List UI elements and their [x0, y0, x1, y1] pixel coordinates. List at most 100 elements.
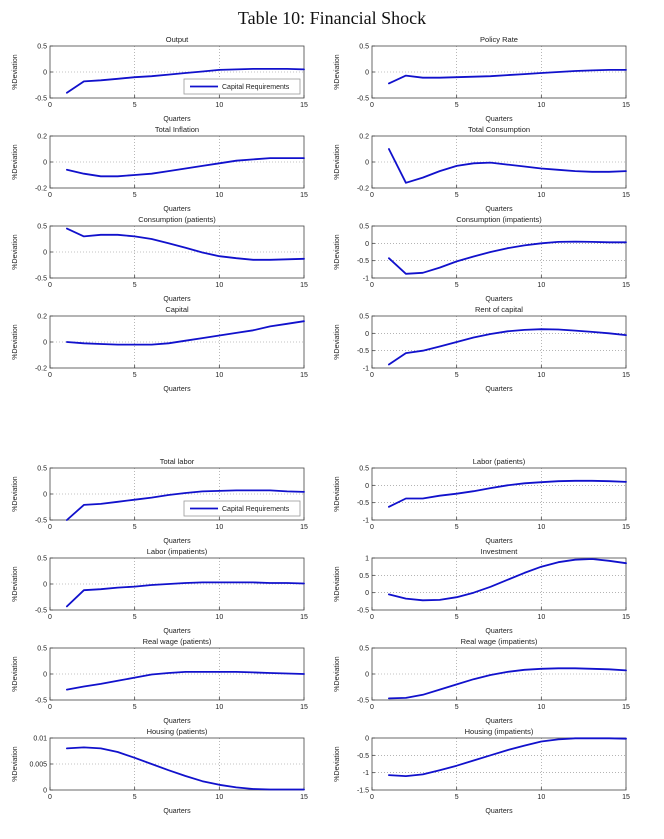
y-tick-label: 0.005	[29, 762, 47, 769]
chart-total-consumption: Total Consumption 0 5 10 15 0.2 0 -0.2 Quarters%…	[332, 124, 654, 214]
chart-title: Consumption (impatients)	[456, 215, 542, 224]
y-axis-label: %Deviation	[334, 54, 341, 90]
y-tick-label: 0	[365, 331, 369, 338]
data-line-housing-patients	[66, 746, 305, 791]
y-tick-label: -1.5	[357, 788, 369, 795]
chart-total-labor: Total labor 0 5 10 15 0.5 0 -0.5 Quarters %Deviat…	[10, 456, 332, 546]
chart-capital: Capital 0 5 10 15 0.2 0 -0.2 Quarters %Deviation	[10, 304, 332, 394]
chart-title: Capital	[165, 305, 189, 314]
data-line-investment	[388, 558, 627, 602]
data-line-real-wage-impatients	[388, 667, 627, 700]
x-tick-label: 0	[48, 794, 52, 801]
x-tick-label: 15	[622, 524, 630, 531]
y-axis-label: %Deviation	[334, 234, 341, 270]
x-axis-label: Quarters	[485, 296, 513, 303]
chart-title: Investment	[481, 547, 519, 556]
chart-consumption-patients: Consumption (patients) 0 5 10 15 0.5 0 -0.5 Quar…	[10, 214, 332, 304]
x-tick-label: 5	[133, 614, 137, 621]
x-tick-label: 15	[300, 282, 308, 289]
chart-canvas-consumption-patients: Consumption (patients)0 5 10 150.50-0.5Quar…	[12, 215, 308, 303]
legend-label: Capital Requirements	[222, 84, 290, 91]
chart-grid-top: Output 0 5 10 15 0.5 0 -0.5 Quarters %Deviation Ca…	[0, 34, 664, 394]
chart-canvas-real-wage-impatients: Real wage (impatients)0 5 10 150.50-0.5Quar…	[334, 637, 630, 725]
y-tick-label: 0.5	[359, 314, 369, 321]
y-axis-label: %Deviation	[12, 144, 19, 180]
y-tick-label: 0.5	[37, 466, 47, 473]
y-tick-label: 0	[43, 582, 47, 589]
x-tick-label: 0	[370, 794, 374, 801]
x-axis-label: Quarters	[163, 116, 191, 123]
data-line-housing-impatients	[388, 737, 627, 777]
x-tick-label: 0	[370, 704, 374, 711]
y-axis-label: %Deviation	[334, 144, 341, 180]
y-tick-label: -1	[363, 518, 369, 525]
y-tick-label: 1	[365, 556, 369, 563]
x-axis-label: Quarters	[163, 206, 191, 213]
x-tick-label: 15	[622, 192, 630, 199]
axis-box	[371, 315, 627, 369]
chart-canvas-labor-patients: Labor (patients) 0 5 10 15 0.5 0 -0.5 -1 Quarters…	[334, 457, 630, 545]
y-axis-label: %Deviation	[12, 234, 19, 270]
y-tick-label: 0	[365, 160, 369, 167]
data-line-total-consumption	[388, 148, 627, 184]
x-axis-label: Quarters	[485, 386, 513, 393]
x-tick-label: 10	[537, 704, 545, 711]
chart-title: Policy Rate	[480, 35, 518, 44]
y-tick-label: 0	[365, 672, 369, 679]
x-tick-label: 5	[455, 794, 459, 801]
y-tick-label: 0.5	[359, 466, 369, 473]
y-tick-label: 0.5	[359, 44, 369, 51]
x-axis-label: Quarters	[485, 206, 513, 213]
x-tick-label: 0	[370, 192, 374, 199]
chart-canvas-consumption-impatients: Consumption (impatients) 0 5 10 15 0.5 0 -0.5 -1…	[334, 215, 630, 303]
data-line-consumption-patients	[66, 227, 305, 261]
y-tick-label: -0.2	[35, 186, 47, 193]
x-tick-label: 15	[300, 372, 308, 379]
x-tick-label: 0	[370, 282, 374, 289]
x-tick-label: 15	[622, 282, 630, 289]
data-line-total-labor	[66, 489, 305, 521]
x-tick-label: 10	[537, 282, 545, 289]
y-tick-label: -0.2	[357, 186, 369, 193]
chart-output: Output 0 5 10 15 0.5 0 -0.5 Quarters %Deviation Ca…	[10, 34, 332, 124]
x-tick-label: 10	[215, 704, 223, 711]
chart-total-inflation: Total Inflation 0 5 10 15 0.2 0 -0.2 Quarters %De…	[10, 124, 332, 214]
y-tick-label: 0	[365, 590, 369, 597]
x-tick-label: 0	[48, 192, 52, 199]
data-line-total-inflation	[66, 157, 305, 178]
x-tick-label: 15	[622, 102, 630, 109]
x-axis-label: Quarters	[163, 808, 191, 815]
x-tick-label: 0	[48, 614, 52, 621]
chart-canvas-rent-of-capital: Rent of capital 0 5 10 15 0.5 0 -0.5 -1 Quarters%…	[334, 305, 630, 393]
chart-title: Consumption (patients)	[138, 215, 216, 224]
data-line-output	[66, 68, 305, 94]
data-line-policy-rate	[388, 69, 627, 85]
y-tick-label: -0.5	[357, 753, 369, 760]
x-axis-label: Quarters	[163, 628, 191, 635]
y-axis-label: %Deviation	[12, 324, 19, 360]
x-axis-label: Quarters	[163, 538, 191, 545]
x-tick-label: 0	[48, 102, 52, 109]
data-line-real-wage-patients	[66, 671, 305, 691]
x-axis-label: Quarters	[485, 718, 513, 725]
x-tick-label: 10	[537, 614, 545, 621]
x-tick-label: 15	[300, 192, 308, 199]
axis-box	[371, 225, 627, 279]
x-tick-label: 10	[537, 192, 545, 199]
y-tick-label: 0	[365, 70, 369, 77]
x-tick-label: 0	[48, 282, 52, 289]
x-tick-label: 5	[133, 102, 137, 109]
y-tick-label: -0.5	[35, 96, 47, 103]
chart-title: Rent of capital	[475, 305, 523, 314]
x-tick-label: 5	[133, 794, 137, 801]
y-tick-label: 0.2	[37, 134, 47, 141]
x-tick-label: 10	[537, 372, 545, 379]
chart-title: Labor (patients)	[473, 457, 526, 466]
y-tick-label: 0.2	[359, 134, 369, 141]
y-tick-label: -0.5	[35, 518, 47, 525]
y-tick-label: 0	[365, 736, 369, 743]
y-axis-label: %Deviation	[334, 476, 341, 512]
x-tick-label: 0	[370, 614, 374, 621]
